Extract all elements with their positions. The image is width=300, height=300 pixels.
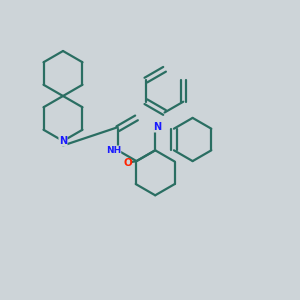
Text: N: N: [154, 122, 162, 132]
Text: N: N: [59, 136, 67, 146]
Text: O: O: [124, 158, 133, 168]
Text: NH: NH: [106, 146, 121, 155]
